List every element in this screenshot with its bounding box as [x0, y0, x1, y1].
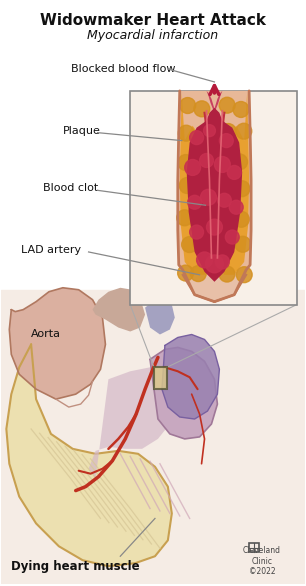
- Circle shape: [193, 234, 209, 250]
- Circle shape: [189, 180, 205, 196]
- Circle shape: [215, 156, 230, 172]
- Circle shape: [220, 124, 236, 139]
- Circle shape: [227, 165, 241, 179]
- Bar: [249, 543, 259, 552]
- Polygon shape: [150, 347, 217, 439]
- Polygon shape: [6, 345, 172, 566]
- Circle shape: [236, 123, 252, 139]
- Circle shape: [190, 225, 203, 239]
- Circle shape: [191, 206, 207, 222]
- Circle shape: [207, 219, 222, 235]
- Circle shape: [182, 237, 198, 253]
- Circle shape: [196, 252, 212, 268]
- Text: Widowmaker Heart Attack: Widowmaker Heart Attack: [40, 13, 266, 28]
- Circle shape: [221, 149, 237, 165]
- Circle shape: [222, 182, 238, 197]
- Circle shape: [234, 180, 250, 197]
- Polygon shape: [178, 91, 251, 302]
- Circle shape: [206, 255, 223, 273]
- Circle shape: [236, 267, 252, 282]
- Circle shape: [194, 101, 210, 117]
- Text: Myocardial infarction: Myocardial infarction: [88, 29, 218, 42]
- Circle shape: [178, 155, 194, 171]
- Circle shape: [203, 125, 215, 137]
- Polygon shape: [162, 335, 219, 419]
- Circle shape: [200, 189, 216, 205]
- Circle shape: [235, 236, 251, 252]
- Circle shape: [178, 265, 193, 281]
- Circle shape: [196, 127, 212, 143]
- Circle shape: [218, 208, 233, 224]
- Polygon shape: [207, 91, 222, 113]
- Circle shape: [221, 234, 237, 250]
- Circle shape: [188, 195, 202, 209]
- Circle shape: [217, 193, 231, 207]
- Polygon shape: [180, 93, 210, 285]
- Circle shape: [179, 178, 195, 193]
- Polygon shape: [183, 275, 246, 302]
- Circle shape: [190, 131, 203, 145]
- Circle shape: [192, 152, 207, 169]
- Circle shape: [200, 154, 214, 168]
- Circle shape: [219, 97, 235, 113]
- Circle shape: [185, 159, 200, 175]
- Polygon shape: [9, 288, 106, 399]
- Bar: [154, 367, 167, 389]
- Text: Aorta: Aorta: [31, 329, 61, 339]
- Polygon shape: [2, 289, 304, 584]
- Circle shape: [180, 97, 196, 114]
- Text: Blood clot: Blood clot: [43, 183, 98, 193]
- Text: LAD artery: LAD artery: [21, 245, 81, 255]
- Bar: [130, 91, 297, 305]
- Text: Plaque: Plaque: [63, 125, 101, 135]
- Circle shape: [215, 255, 229, 269]
- Circle shape: [178, 125, 194, 141]
- Circle shape: [177, 210, 192, 226]
- Text: Blocked blood flow: Blocked blood flow: [71, 64, 175, 74]
- Circle shape: [219, 266, 235, 282]
- Circle shape: [219, 134, 233, 148]
- Polygon shape: [89, 367, 180, 479]
- Polygon shape: [92, 288, 145, 332]
- Polygon shape: [219, 93, 249, 285]
- Circle shape: [225, 230, 239, 244]
- Text: Dying heart muscle: Dying heart muscle: [11, 560, 140, 573]
- Text: Cleveland
Clinic
©2022: Cleveland Clinic ©2022: [243, 546, 281, 576]
- Circle shape: [229, 200, 243, 214]
- Circle shape: [233, 212, 249, 227]
- Circle shape: [232, 154, 248, 170]
- Polygon shape: [187, 108, 242, 282]
- Circle shape: [233, 101, 249, 117]
- Polygon shape: [145, 298, 175, 335]
- Circle shape: [190, 265, 206, 281]
